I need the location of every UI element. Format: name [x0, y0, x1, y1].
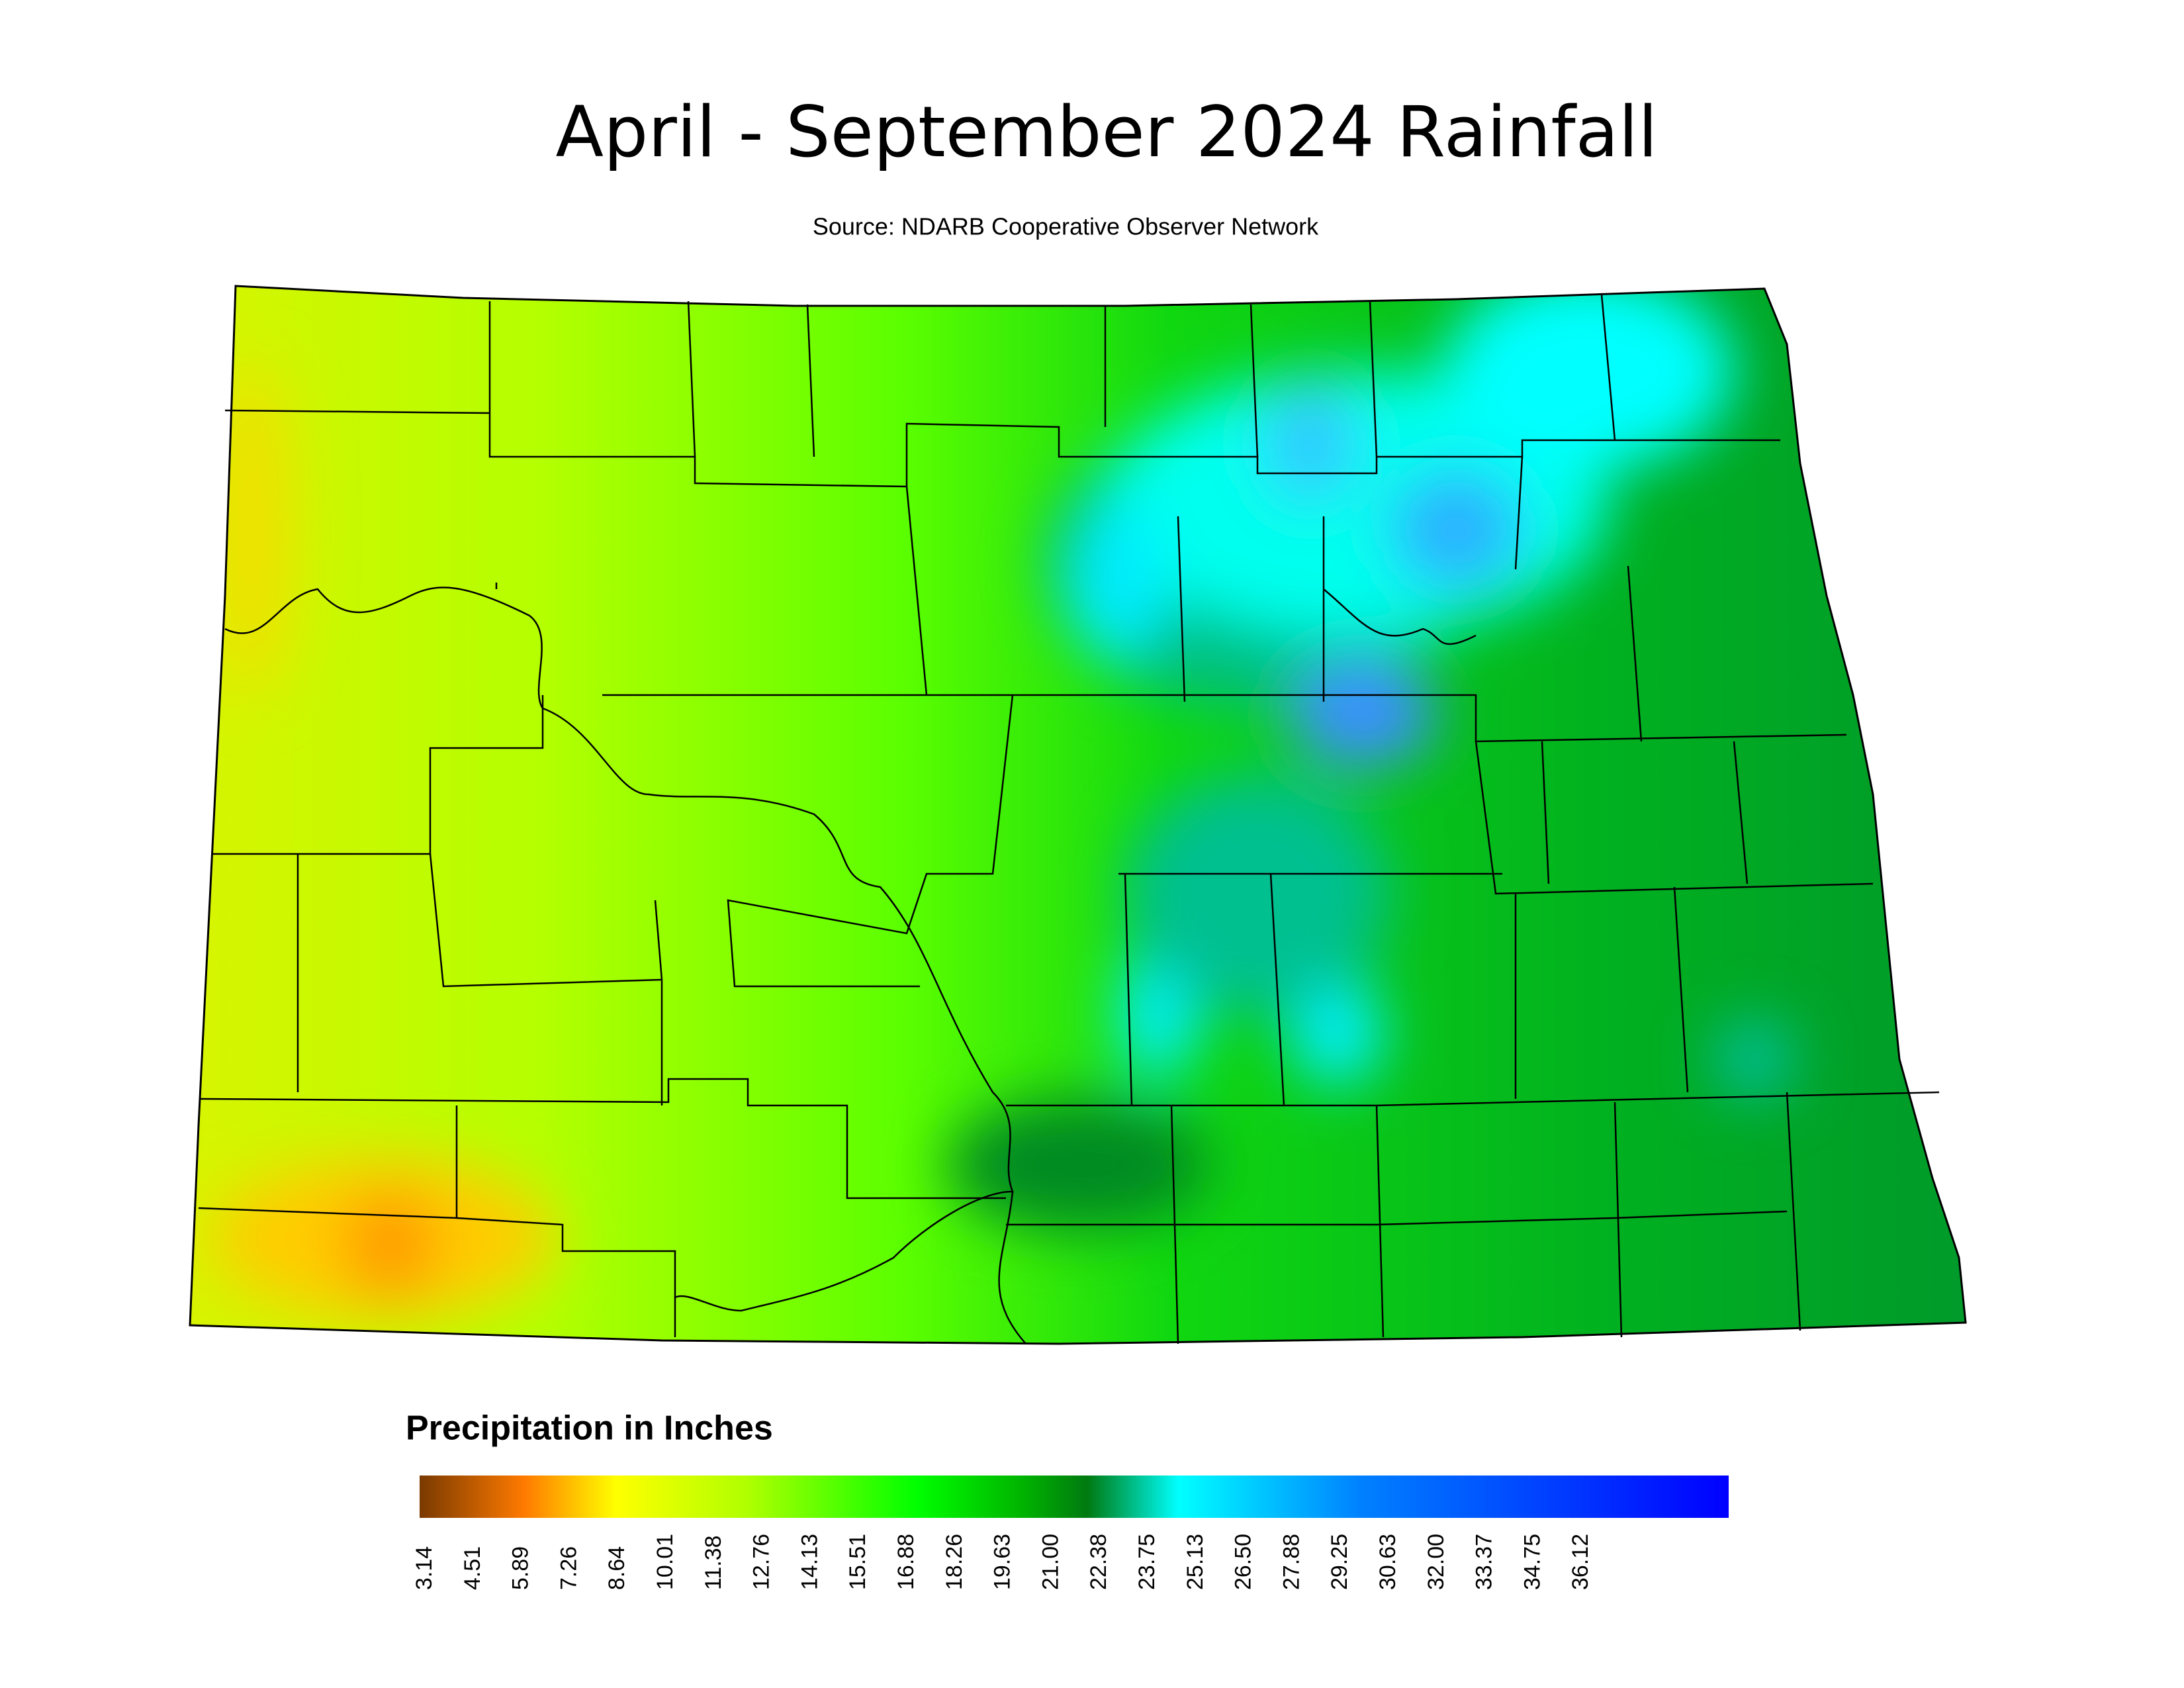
- legend-tick-label: 3.14: [412, 1546, 437, 1590]
- legend-tick-label: 33.37: [1472, 1534, 1497, 1590]
- legend-tick-label: 27.88: [1279, 1534, 1304, 1590]
- map-subtitle: Source: NDARB Cooperative Observer Netwo…: [813, 213, 1319, 240]
- rainfall-surface: [190, 286, 1966, 1344]
- legend-tick-label: 16.88: [893, 1534, 919, 1590]
- legend-tick-label: 29.25: [1327, 1534, 1352, 1590]
- legend-tick-label: 26.50: [1231, 1534, 1256, 1590]
- legend-tick-label: 22.38: [1086, 1534, 1111, 1590]
- legend-tick-label: 12.76: [749, 1534, 774, 1590]
- legend-tick-label: 34.75: [1520, 1534, 1545, 1590]
- legend-tick-label: 18.26: [942, 1534, 967, 1590]
- legend-tick-label: 8.64: [604, 1546, 629, 1590]
- legend-tick-label: 32.00: [1424, 1534, 1449, 1590]
- legend-tick-label: 19.63: [990, 1534, 1015, 1590]
- county-lines: [198, 294, 1940, 1344]
- color-bar: [420, 1476, 1729, 1518]
- legend-tick-label: 14.13: [797, 1534, 822, 1590]
- legend-tick-label: 25.13: [1183, 1534, 1208, 1590]
- map-title: April - September 2024 Rainfall: [555, 91, 1657, 173]
- legend-tick-label: 4.51: [460, 1546, 485, 1590]
- legend-tick-label: 15.51: [845, 1534, 870, 1590]
- legend-tick-label: 36.12: [1568, 1534, 1593, 1590]
- legend-ticks: 3.14 4.51 5.89 7.26 8.64 10.01 11.38 12.76 14.13…: [412, 1534, 1593, 1590]
- legend-tick-label: 5.89: [508, 1546, 533, 1590]
- legend-tick-label: 21.00: [1038, 1534, 1063, 1590]
- legend-tick-label: 30.63: [1375, 1534, 1400, 1590]
- legend-title: Precipitation in Inches: [406, 1409, 773, 1448]
- legend-tick-label: 7.26: [556, 1546, 581, 1590]
- legend-tick-label: 23.75: [1134, 1534, 1160, 1590]
- legend-tick-label: 11.38: [701, 1535, 726, 1590]
- state-outline: [189, 285, 1967, 1345]
- legend-tick-label: 10.01: [653, 1534, 678, 1590]
